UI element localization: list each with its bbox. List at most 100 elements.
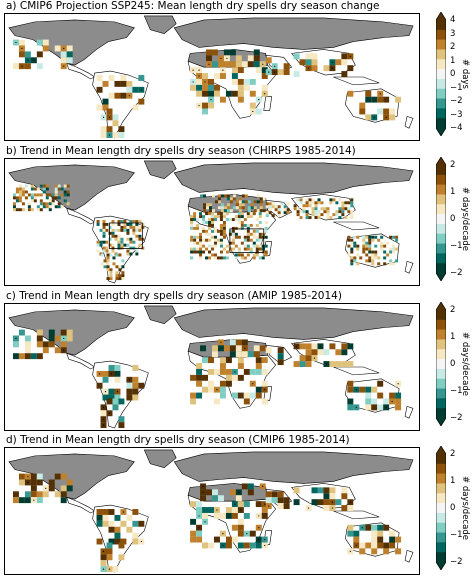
grid-cell xyxy=(317,198,321,202)
grid-cell xyxy=(219,238,223,242)
grid-cell xyxy=(238,197,242,201)
grid-cell xyxy=(199,244,203,248)
grid-cell xyxy=(141,222,145,226)
grid-cell xyxy=(277,359,284,366)
grid-cell xyxy=(114,92,121,99)
colorbar-segment xyxy=(436,184,446,195)
map-canvas xyxy=(8,449,414,573)
significance-dot xyxy=(307,507,310,509)
grid-cell xyxy=(108,75,115,81)
grid-cell xyxy=(222,221,226,224)
grid-cell xyxy=(212,351,218,358)
grid-cell xyxy=(243,398,250,405)
grid-cell xyxy=(196,226,200,230)
grid-cell xyxy=(371,542,378,549)
grid-cell xyxy=(241,339,248,346)
colorbar-label: # days/decade xyxy=(460,187,470,251)
grid-cell xyxy=(108,365,115,371)
grid-cell xyxy=(249,542,256,549)
colorbar-tick-label: −2 xyxy=(450,96,463,106)
grid-cell xyxy=(249,238,253,242)
grid-cell xyxy=(247,61,254,68)
grid-cell xyxy=(208,218,212,222)
grid-cell xyxy=(118,398,125,405)
grid-cell xyxy=(213,256,217,260)
grid-cell xyxy=(99,243,103,247)
grid-cell xyxy=(299,201,303,205)
grid-cell xyxy=(132,388,139,395)
grid-cell xyxy=(338,210,342,214)
grid-cell xyxy=(39,193,43,197)
grid-cell xyxy=(60,329,67,336)
grid-cell xyxy=(12,196,16,200)
grid-cell xyxy=(302,210,306,214)
grid-cell xyxy=(202,512,209,519)
grid-cell xyxy=(18,479,25,486)
colorbar-tick-label: 0 xyxy=(450,214,456,224)
grid-cell xyxy=(60,187,64,191)
grid-cell xyxy=(105,240,109,244)
grid-cell xyxy=(231,90,238,97)
grid-cell xyxy=(212,194,215,198)
grid-cell xyxy=(225,368,232,375)
grid-cell xyxy=(208,223,212,227)
grid-cell xyxy=(255,368,262,375)
grid-cell xyxy=(246,223,250,227)
grid-cell xyxy=(114,526,121,533)
grid-cell xyxy=(225,250,229,254)
grid-cell xyxy=(190,221,194,224)
grid-cell xyxy=(102,240,106,244)
grid-cell xyxy=(213,215,217,219)
grid-cell xyxy=(329,201,333,205)
grid-cell xyxy=(190,223,194,227)
significance-dot xyxy=(397,383,399,385)
grid-cell xyxy=(216,212,220,216)
grid-cell xyxy=(102,514,109,521)
grid-cell xyxy=(18,190,22,194)
grid-cell xyxy=(208,232,212,236)
region-box-south-america xyxy=(109,222,143,249)
significance-dot xyxy=(234,503,236,505)
grid-cell xyxy=(265,491,272,498)
grid-cell xyxy=(229,197,233,201)
grid-cell xyxy=(39,184,43,188)
grid-cell xyxy=(126,86,133,93)
grid-cell xyxy=(305,343,312,350)
grid-cell xyxy=(138,234,142,238)
grid-cell xyxy=(323,499,330,506)
grid-cell xyxy=(27,205,31,209)
significance-dot xyxy=(102,116,105,118)
grid-cell xyxy=(202,84,209,91)
grid-cell xyxy=(21,187,25,191)
grid-cell xyxy=(208,221,212,224)
grid-cell xyxy=(138,520,145,527)
grid-cell xyxy=(209,206,212,210)
grid-cell xyxy=(244,194,248,198)
grid-cell xyxy=(237,524,244,531)
grid-cell xyxy=(96,243,100,247)
grid-cell xyxy=(365,241,369,245)
grid-cell xyxy=(205,238,209,242)
grid-cell xyxy=(66,184,70,188)
grid-cell xyxy=(228,241,232,245)
grid-cell xyxy=(238,209,242,213)
grid-cell xyxy=(135,246,139,250)
grid-cell xyxy=(314,207,318,211)
grid-cell xyxy=(141,237,145,241)
grid-cell xyxy=(100,126,107,133)
significance-dot xyxy=(192,81,194,83)
grid-cell xyxy=(36,341,43,348)
grid-cell xyxy=(261,232,265,236)
significance-dot xyxy=(238,491,240,493)
grid-cell xyxy=(261,241,265,245)
grid-cell xyxy=(395,247,399,251)
grid-cell xyxy=(311,499,318,506)
colorbar-tick-label: −2 xyxy=(450,413,463,423)
grid-cell xyxy=(220,206,224,210)
grid-cell xyxy=(302,207,306,211)
grid-cell xyxy=(237,392,244,399)
grid-cell xyxy=(211,244,214,248)
grid-cell xyxy=(347,343,354,350)
grid-cell xyxy=(226,203,230,207)
grid-cell xyxy=(235,339,242,346)
